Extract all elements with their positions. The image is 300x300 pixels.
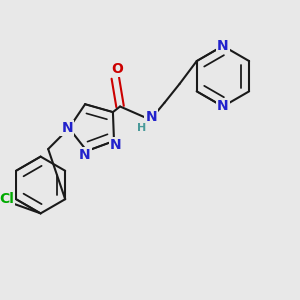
Text: N: N	[110, 138, 122, 152]
Text: H: H	[137, 123, 146, 133]
Text: Cl: Cl	[0, 192, 14, 206]
Text: N: N	[79, 148, 91, 162]
Text: N: N	[146, 110, 157, 124]
Text: N: N	[61, 121, 73, 135]
Text: N: N	[217, 39, 229, 53]
Text: O: O	[111, 61, 123, 76]
Text: N: N	[217, 100, 229, 113]
